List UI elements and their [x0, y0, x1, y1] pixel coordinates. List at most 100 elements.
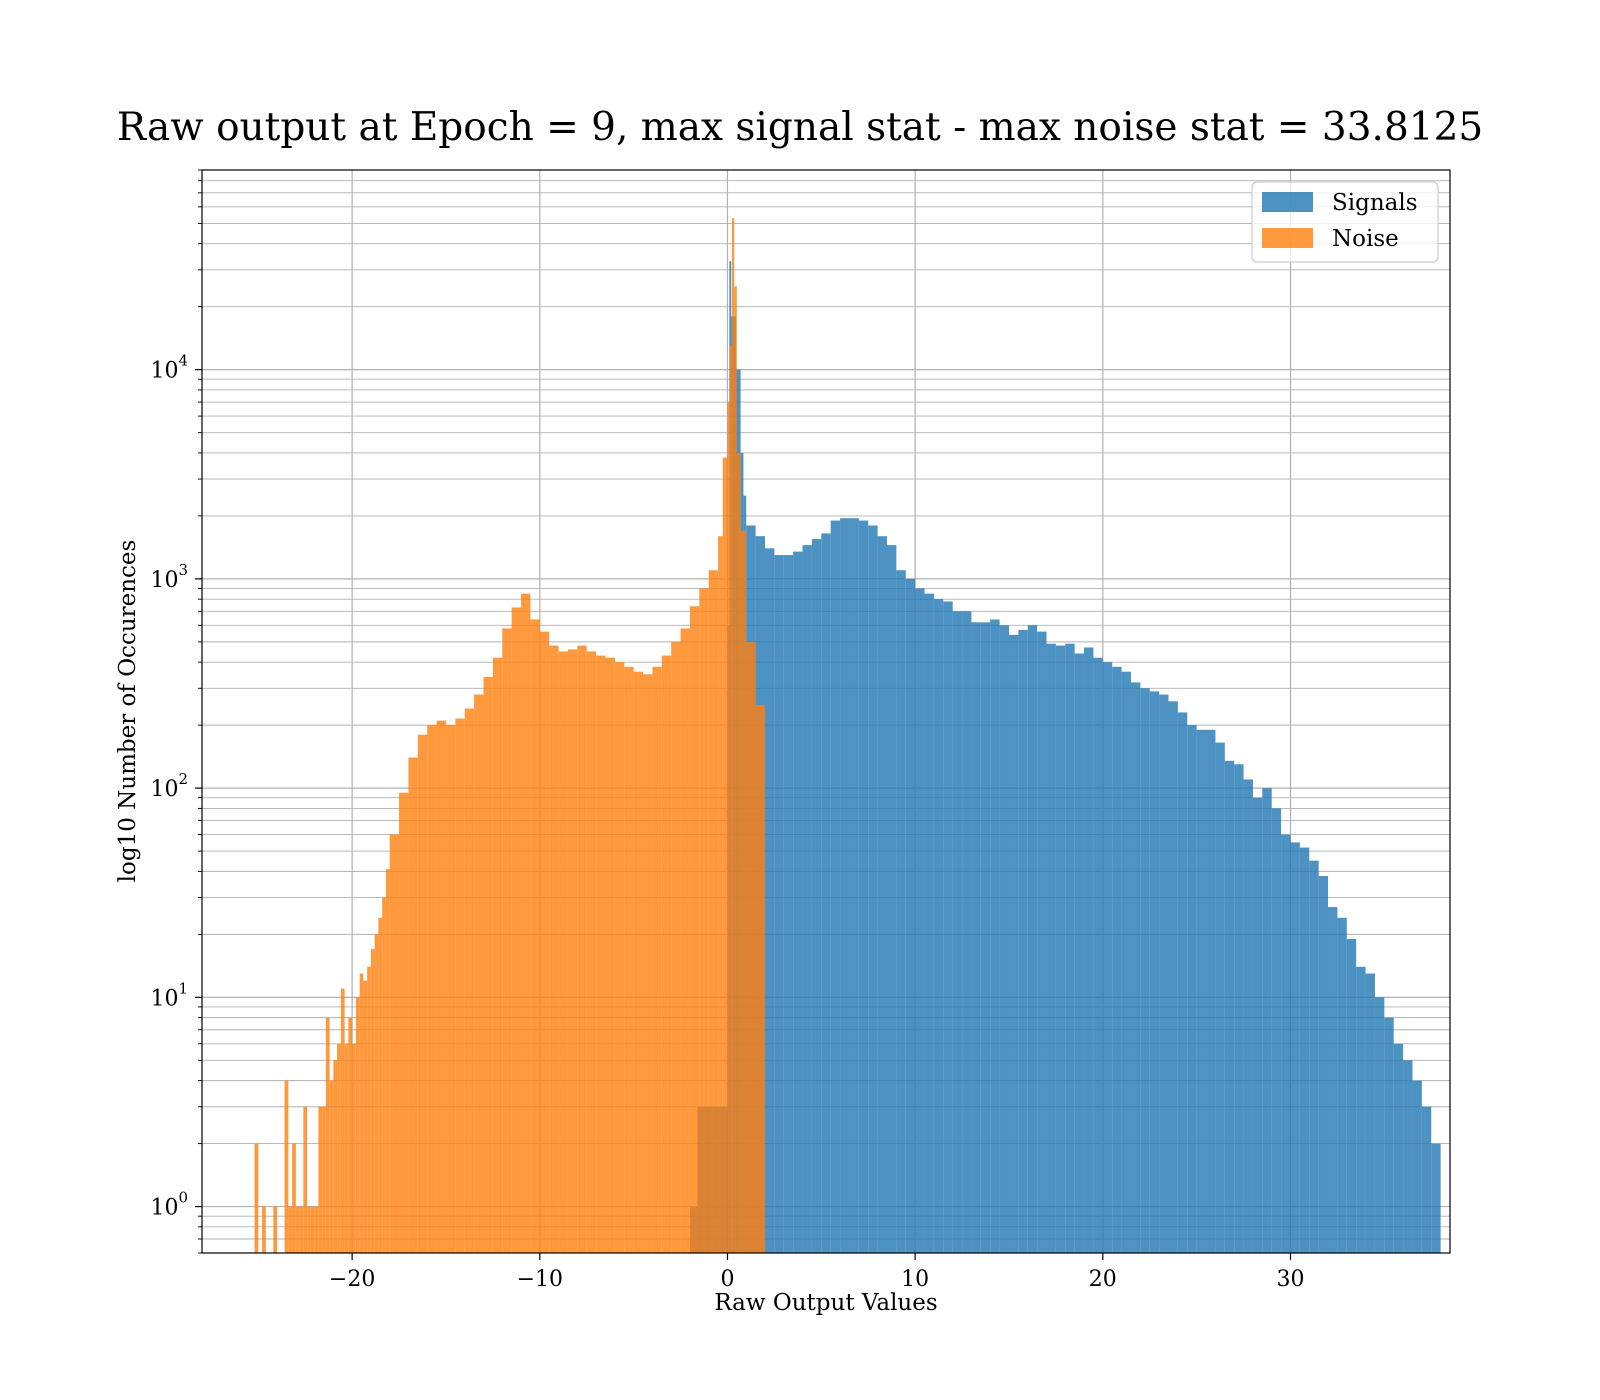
histogram-bar-noise: [740, 530, 747, 1253]
histogram-bar-noise: [367, 966, 371, 1253]
histogram-bar-noise: [492, 657, 503, 1253]
histogram-bar-signals: [793, 551, 803, 1253]
histogram-bar-noise: [530, 619, 540, 1253]
histogram-bar-noise: [408, 757, 418, 1253]
histogram-bar-signals: [821, 533, 831, 1253]
histogram-bar-noise: [310, 1206, 315, 1253]
histogram-bar-noise: [288, 1206, 293, 1253]
histogram-bar-signals: [915, 588, 925, 1253]
histogram-bar-signals: [924, 593, 934, 1253]
x-tick-label: 0: [720, 1267, 734, 1292]
legend-swatch-signals: [1262, 192, 1313, 212]
histogram-bar-noise: [262, 1206, 266, 1253]
histogram-bar-signals: [1159, 694, 1169, 1253]
histogram-bar-signals: [1027, 625, 1038, 1253]
histogram-bar-noise: [303, 1106, 308, 1253]
histogram-bar-noise: [549, 645, 559, 1253]
plot-frame: [201, 169, 1451, 1254]
x-axis-ticks: −20 −10 0 10 20 30: [329, 1253, 1304, 1292]
histogram-bar-signals: [1224, 760, 1235, 1253]
histogram-bar-noise: [734, 286, 737, 1253]
histogram-bar-noise: [558, 651, 568, 1253]
histogram-bar-signals: [1215, 742, 1225, 1253]
histogram-bar-noise: [689, 606, 700, 1253]
series-noise: [254, 218, 766, 1254]
histogram-bar-noise: [718, 536, 723, 1253]
histogram-bar-signals: [1065, 643, 1075, 1253]
histogram-bar-signals: [1365, 973, 1375, 1253]
histogram-bar-noise: [539, 631, 550, 1253]
y-tick-label: 101: [150, 979, 188, 1011]
y-axis-ticks: 100 101 102 103 104: [150, 169, 202, 1254]
histogram-bar-noise: [680, 628, 690, 1253]
histogram-bar-signals: [811, 539, 822, 1253]
histogram-bar-signals: [1112, 666, 1122, 1253]
histogram-bar-noise: [382, 897, 386, 1253]
histogram-bar-noise: [596, 655, 606, 1253]
histogram-bar-signals: [1177, 712, 1188, 1253]
histogram-bar-signals: [849, 518, 859, 1253]
histogram-bar-signals: [1130, 682, 1141, 1253]
histogram-bar-noise: [436, 720, 446, 1253]
histogram-bar-signals: [1299, 847, 1310, 1253]
histogram-bar-signals: [830, 520, 841, 1253]
histogram-bar-noise: [755, 704, 766, 1253]
histogram-bar-signals: [1252, 797, 1263, 1253]
histogram-bar-signals: [905, 578, 916, 1253]
histogram-bar-noise: [586, 651, 597, 1253]
legend-label-noise: Noise: [1332, 226, 1399, 252]
histogram-bar-noise: [322, 1106, 326, 1253]
histogram-bar-noise: [325, 1017, 330, 1253]
histogram-bar-signals: [1328, 907, 1338, 1253]
histogram-bar-signals: [765, 548, 775, 1253]
histogram-bar-noise: [378, 917, 383, 1253]
histogram-bar-signals: [1412, 1080, 1422, 1253]
histogram-bar-noise: [614, 662, 625, 1253]
histogram-bar-signals: [1046, 643, 1056, 1253]
histogram-bar-signals: [1140, 688, 1150, 1253]
histogram-bar-signals: [783, 555, 794, 1253]
histogram-bar-noise: [318, 1106, 323, 1253]
histogram-bar-signals: [990, 619, 1000, 1253]
histogram-bar-noise: [427, 725, 437, 1253]
histogram-bar-signals: [999, 625, 1009, 1253]
histogram-bar-noise: [729, 345, 732, 1253]
histogram-bar-signals: [1431, 1143, 1441, 1253]
histogram-bar-signals: [1149, 691, 1160, 1253]
histogram-bar-noise: [671, 641, 681, 1253]
histogram-bar-noise: [722, 457, 728, 1254]
x-tick-label: 30: [1276, 1267, 1304, 1292]
histogram-bar-noise: [329, 1080, 334, 1253]
histogram-bar-signals: [1243, 779, 1253, 1253]
histogram-bar-signals: [980, 622, 991, 1253]
legend-label-signals: Signals: [1332, 190, 1418, 216]
histogram-bar-signals: [1008, 634, 1019, 1253]
histogram-bar-signals: [877, 536, 887, 1253]
histogram-bar-signals: [1290, 842, 1300, 1253]
histogram-bar-noise: [605, 657, 615, 1253]
histogram-bar-noise: [385, 869, 390, 1253]
histogram-bar-signals: [840, 518, 850, 1253]
y-tick-label: 103: [150, 561, 188, 593]
histogram-bar-signals: [868, 525, 878, 1253]
histogram-bar-signals: [802, 545, 812, 1253]
histogram-bar-noise: [643, 674, 653, 1253]
y-tick-label: 100: [150, 1189, 188, 1221]
histogram-bar-noise: [445, 725, 456, 1253]
histogram-bar-noise: [348, 1017, 353, 1253]
histogram-bar-signals: [1074, 653, 1085, 1253]
histogram-bar-noise: [340, 988, 345, 1253]
y-axis-label: log10 Number of Occurences: [115, 540, 141, 883]
histogram-bar-noise: [633, 671, 644, 1253]
histogram-bar-signals: [1271, 808, 1282, 1253]
chart-title: Raw output at Epoch = 9, max signal stat…: [117, 105, 1483, 150]
histogram-bar-noise: [333, 1060, 338, 1253]
histogram-bar-signals: [1421, 1106, 1432, 1253]
histogram-bar-noise: [337, 1043, 341, 1253]
histogram-bar-signals: [1346, 939, 1357, 1253]
y-tick-label: 102: [150, 770, 188, 802]
legend-swatch-noise: [1262, 228, 1313, 248]
histogram-bar-noise: [464, 708, 475, 1253]
legend: Signals Noise: [1251, 181, 1439, 263]
